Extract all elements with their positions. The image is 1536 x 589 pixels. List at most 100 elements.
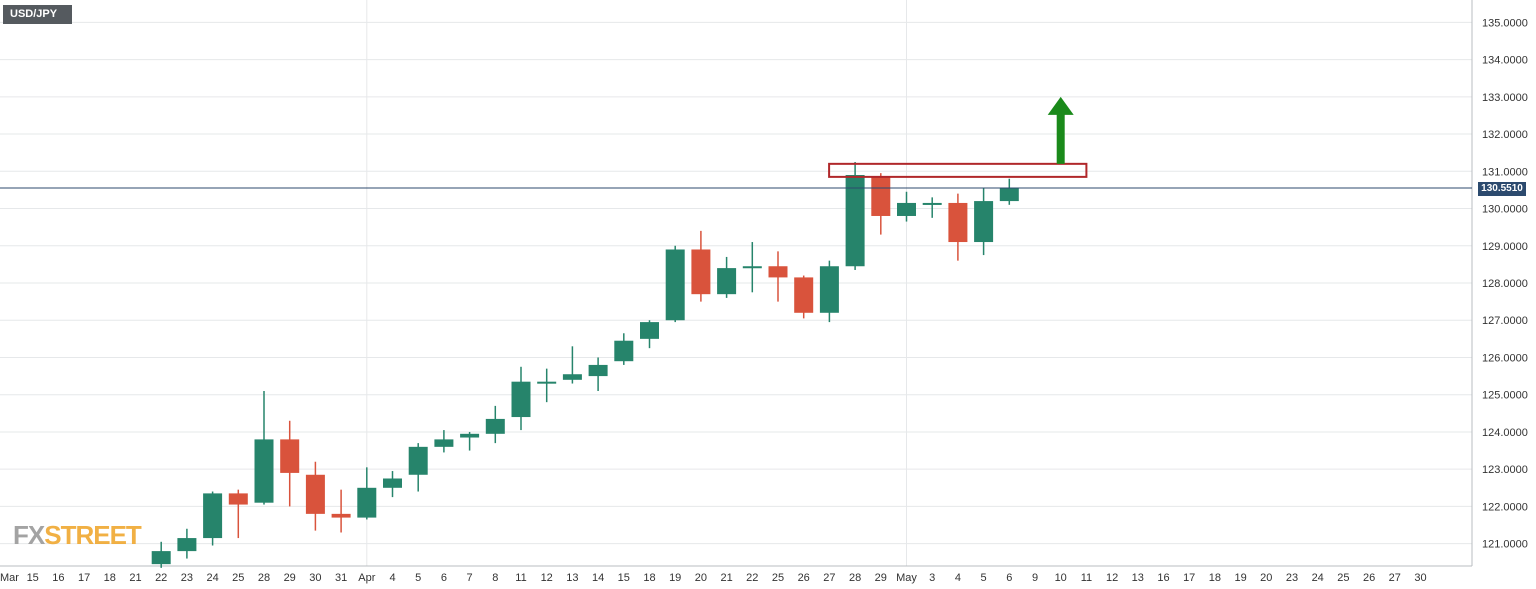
price-tick-label: 132.0000 — [1482, 129, 1528, 141]
date-tick-label: Mar — [0, 572, 19, 584]
fxstreet-logo: FXSTREET — [13, 520, 142, 550]
candle — [485, 405, 505, 444]
arrow-shaft — [1056, 112, 1065, 164]
date-tick-label: 22 — [155, 572, 167, 584]
candle — [151, 541, 171, 568]
candle-body — [819, 266, 839, 313]
date-tick-labels: Mar 15 16 17 18 21 22 23 24 25 28 29 30 31 Apr 4 5 6 7 8 11 1… — [0, 572, 1427, 584]
date-tick-label: 15 — [618, 572, 630, 584]
price-tick-label: 126.0000 — [1482, 352, 1528, 364]
price-tick-label: 135.0000 — [1482, 17, 1528, 29]
candle-body — [254, 439, 274, 503]
arrow-head — [1047, 96, 1074, 115]
candle-body — [177, 538, 197, 552]
price-tick-label: 125.0000 — [1482, 390, 1528, 402]
candle — [768, 251, 788, 302]
date-tick-label: 19 — [669, 572, 681, 584]
candle-body — [922, 202, 942, 205]
date-tick-label: 16 — [1157, 572, 1169, 584]
candle — [305, 461, 325, 531]
candle — [460, 431, 480, 451]
price-tick-label: 133.0000 — [1482, 92, 1528, 104]
candle-body — [228, 493, 248, 505]
candle-body — [948, 202, 968, 243]
date-tick-label: 20 — [1260, 572, 1272, 584]
candle — [408, 443, 428, 492]
date-tick-label: 13 — [566, 572, 578, 584]
candle — [511, 366, 531, 431]
candle-body — [768, 266, 788, 278]
date-tick-label: 27 — [1389, 572, 1401, 584]
date-tick-label: 7 — [467, 572, 473, 584]
candle-body — [151, 551, 171, 565]
date-tick-label: 23 — [1286, 572, 1298, 584]
date-tick-label: 8 — [492, 572, 498, 584]
candle-body — [460, 433, 480, 438]
candle-body — [999, 188, 1019, 202]
candle — [948, 193, 968, 261]
candle-body — [562, 374, 582, 380]
candle-body — [897, 202, 916, 216]
candle — [845, 161, 865, 270]
candle-body — [614, 340, 634, 362]
date-tick-label: 12 — [541, 572, 553, 584]
current-price-badge: 130.5510 — [1478, 182, 1526, 196]
candle-body — [974, 201, 994, 243]
date-tick-label: 24 — [206, 572, 218, 584]
candle — [434, 430, 454, 453]
candle — [871, 173, 891, 235]
candle-body — [434, 439, 454, 447]
date-tick-label: 18 — [643, 572, 655, 584]
date-tick-label: 28 — [258, 572, 270, 584]
date-tick-label: 17 — [78, 572, 90, 584]
candle — [922, 197, 942, 218]
price-tick-label: 124.0000 — [1482, 427, 1528, 439]
price-tick-labels: 121.0000 122.0000 123.0000 124.0000 125.0000… — [1482, 17, 1528, 550]
date-tick-label: 27 — [823, 572, 835, 584]
candle-body — [357, 487, 377, 518]
date-tick-label: 11 — [515, 572, 526, 584]
candle — [794, 275, 814, 319]
candle-body — [537, 381, 557, 384]
candle-body — [691, 249, 711, 295]
candle — [383, 471, 402, 498]
candle-body — [640, 322, 659, 339]
candle-body — [511, 381, 531, 418]
date-tick-label: 14 — [592, 572, 604, 584]
date-tick-label: 4 — [389, 572, 395, 584]
candle — [897, 191, 916, 222]
date-tick-label: 23 — [181, 572, 193, 584]
resistance-box — [828, 162, 1088, 178]
date-tick-label: 24 — [1312, 572, 1324, 584]
date-tick-label: 25 — [1337, 572, 1349, 584]
date-tick-label: 18 — [1209, 572, 1221, 584]
candle-body — [742, 266, 762, 269]
price-tick-label: 122.0000 — [1482, 501, 1528, 513]
date-tick-label: 30 — [309, 572, 321, 584]
date-tick-label: 5 — [981, 572, 987, 584]
date-tick-label: 29 — [875, 572, 887, 584]
candle-body — [588, 364, 608, 377]
date-tick-label: 6 — [441, 572, 447, 584]
candles — [151, 161, 1019, 568]
date-tick-label: 13 — [1132, 572, 1144, 584]
date-tick-label: 20 — [695, 572, 707, 584]
candle — [665, 245, 685, 323]
date-tick-label: May — [896, 572, 917, 584]
date-tick-label: 11 — [1081, 572, 1092, 584]
price-tick-label: 127.0000 — [1482, 315, 1528, 327]
symbol-label: USD/JPY — [3, 5, 72, 24]
price-tick-label: 129.0000 — [1482, 241, 1528, 253]
candle — [357, 467, 377, 520]
candle-body — [665, 249, 685, 321]
date-tick-label: 19 — [1234, 572, 1246, 584]
date-tick-label: 26 — [1363, 572, 1375, 584]
date-tick-label: 15 — [27, 572, 39, 584]
date-tick-label: 17 — [1183, 572, 1195, 584]
date-tick-label: 30 — [1414, 572, 1426, 584]
date-tick-label: 9 — [1032, 572, 1038, 584]
date-tick-label: 5 — [415, 572, 421, 584]
candle-body — [203, 493, 223, 539]
candle — [228, 489, 248, 539]
bullish-arrow — [1047, 96, 1074, 164]
